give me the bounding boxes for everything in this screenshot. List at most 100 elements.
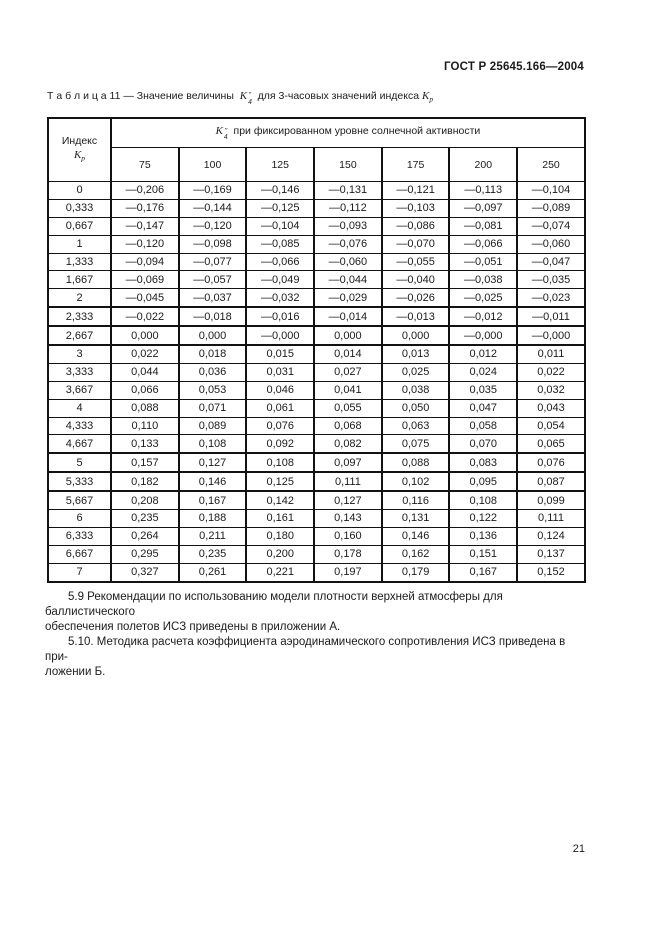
value-cell: 0,088 xyxy=(380,452,451,474)
index-cell: 2,333 xyxy=(47,306,112,328)
value-cell: 0,068 xyxy=(313,416,383,436)
index-cell: 4,333 xyxy=(47,416,112,436)
value-cell: —0,000 xyxy=(448,325,519,347)
value-cell: 0,075 xyxy=(380,434,451,455)
level-column-header: 100 xyxy=(177,147,248,182)
value-cell: 0,161 xyxy=(245,509,316,528)
index-cell: 0 xyxy=(47,181,112,200)
value-cell: 0,058 xyxy=(448,416,519,436)
value-cell: 0,022 xyxy=(110,344,180,364)
value-cell: —0,055 xyxy=(380,252,451,272)
value-cell: 0,047 xyxy=(448,398,519,418)
paragraph-5-9-line2: обеспечения полетов ИСЗ приведены в прил… xyxy=(45,621,341,633)
value-cell: —0,025 xyxy=(448,288,519,309)
table-row: 0,333 —0,176 —0,144 —0,125 —0,112 —0,103 —0,09… xyxy=(47,198,586,218)
index-cell: 3,333 xyxy=(47,362,112,382)
value-cell: 0,180 xyxy=(245,526,316,546)
value-cell: —0,120 xyxy=(177,216,248,236)
value-cell: —0,097 xyxy=(448,198,519,218)
table-row: 1,667 —0,069 —0,057 —0,049 —0,044 —0,040 —0,03… xyxy=(47,270,586,290)
value-cell: —0,076 xyxy=(313,234,383,254)
level-column-header: 175 xyxy=(380,147,451,182)
value-cell: 0,200 xyxy=(245,544,316,564)
value-cell: 0,061 xyxy=(245,398,316,418)
value-cell: 0,014 xyxy=(313,344,383,364)
value-cell: 0,000 xyxy=(110,325,180,347)
value-cell: —0,022 xyxy=(110,306,180,328)
index-cell: 6,333 xyxy=(47,526,112,546)
level-header-row: 75 100 125 150 175 200 250 xyxy=(48,147,586,182)
table-row: 0,667 —0,147 —0,120 —0,104 —0,093 —0,086 —0,08… xyxy=(47,216,586,236)
value-cell: 0,160 xyxy=(313,526,383,546)
value-cell: —0,104 xyxy=(245,216,316,236)
level-column-header: 75 xyxy=(110,147,180,182)
value-cell: 0,035 xyxy=(448,380,519,400)
value-cell: 0,221 xyxy=(245,562,316,583)
value-cell: 0,012 xyxy=(448,344,519,364)
value-cell: —0,120 xyxy=(110,234,180,254)
value-cell: 0,054 xyxy=(516,416,586,436)
value-cell: 0,151 xyxy=(448,544,519,564)
table-row: 3,333 0,044 0,036 0,031 0,027 0,025 0,024 0,022 xyxy=(47,362,586,382)
value-cell: 0,211 xyxy=(177,526,248,546)
value-cell: 0,071 xyxy=(177,398,248,418)
value-cell: —0,012 xyxy=(448,306,519,328)
kp-symbol: Kp xyxy=(422,90,434,104)
index-column-header: Индекс Kp xyxy=(47,117,112,182)
value-cell: 0,179 xyxy=(380,562,451,583)
value-cell: —0,131 xyxy=(313,181,383,200)
value-cell: —0,103 xyxy=(380,198,451,218)
value-cell: —0,040 xyxy=(380,270,451,290)
value-cell: 0,264 xyxy=(110,526,180,546)
value-cell: 0,162 xyxy=(380,544,451,564)
index-cell: 1,667 xyxy=(47,270,112,290)
value-cell: 0,097 xyxy=(313,452,383,474)
value-cell: 0,013 xyxy=(380,344,451,364)
value-cell: —0,104 xyxy=(516,181,586,200)
index-cell: 6,667 xyxy=(47,544,112,564)
value-cell: —0,093 xyxy=(313,216,383,236)
value-cell: 0,022 xyxy=(516,362,586,382)
value-cell: —0,011 xyxy=(516,306,586,328)
value-cell: 0,235 xyxy=(177,544,248,564)
value-cell: 0,167 xyxy=(177,490,248,511)
value-cell: —0,086 xyxy=(380,216,451,236)
level-column-header: 200 xyxy=(448,147,519,182)
index-cell: 2 xyxy=(47,288,112,309)
table-row: 2 —0,045 —0,037 —0,032 —0,029 —0,026 —0,025 —0,… xyxy=(47,288,586,309)
value-cell: 0,000 xyxy=(313,325,383,347)
index-cell: 0,333 xyxy=(47,198,112,218)
value-cell: 0,024 xyxy=(448,362,519,382)
table-body: 0 —0,206 —0,169 —0,146 —0,131 —0,121 —0,113 —0,… xyxy=(47,181,586,583)
index-cell: 1,333 xyxy=(47,252,112,272)
table-row: 7 0,327 0,261 0,221 0,197 0,179 0,167 0,152 xyxy=(47,562,586,583)
value-cell: —0,066 xyxy=(448,234,519,254)
value-cell: 0,083 xyxy=(448,452,519,474)
value-cell: —0,169 xyxy=(177,181,248,200)
value-cell: 0,136 xyxy=(448,526,519,546)
paragraph-5-10-line2: ложении Б. xyxy=(45,666,106,678)
value-cell: 0,089 xyxy=(177,416,248,436)
value-cell: —0,016 xyxy=(245,306,316,328)
value-cell: 0,110 xyxy=(110,416,180,436)
value-cell: 0,146 xyxy=(380,526,451,546)
value-cell: 0,108 xyxy=(177,434,248,455)
value-cell: —0,081 xyxy=(448,216,519,236)
value-cell: 0,099 xyxy=(516,490,586,511)
value-cell: —0,069 xyxy=(110,270,180,290)
value-cell: 0,076 xyxy=(516,452,586,474)
value-cell: —0,000 xyxy=(245,325,316,347)
value-cell: —0,018 xyxy=(177,306,248,328)
table-caption: Т а б л и ц а 11 — Значение величины K ″ 4… xyxy=(47,90,433,105)
value-cell: —0,057 xyxy=(177,270,248,290)
value-cell: 0,131 xyxy=(380,509,451,528)
value-cell: 0,036 xyxy=(177,362,248,382)
paragraph-5-9-line1: 5.9 Рекомендации по использованию модели… xyxy=(45,591,503,618)
table-row: 2,333 —0,022 —0,018 —0,016 —0,014 —0,013 —0,01… xyxy=(47,306,586,328)
level-column-header: 125 xyxy=(245,147,316,182)
value-cell: —0,144 xyxy=(177,198,248,218)
value-cell: —0,049 xyxy=(245,270,316,290)
value-cell: —0,037 xyxy=(177,288,248,309)
value-cell: —0,121 xyxy=(380,181,451,200)
value-cell: 0,152 xyxy=(516,562,586,583)
